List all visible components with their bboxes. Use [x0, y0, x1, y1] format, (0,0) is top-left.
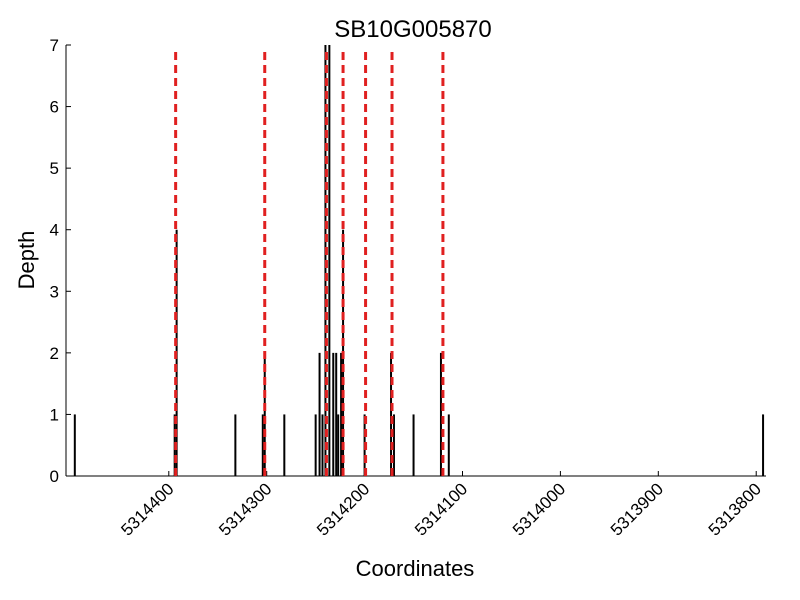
y-tick-label: 0	[50, 467, 59, 486]
y-tick-label: 4	[50, 221, 59, 240]
x-tick-label: 5313900	[607, 479, 667, 539]
x-tick-label: 5313800	[705, 479, 765, 539]
chart-title: SB10G005870	[334, 16, 491, 43]
y-tick-label: 6	[50, 98, 59, 117]
y-tick-label: 5	[50, 159, 59, 178]
y-axis-label: Depth	[14, 231, 39, 290]
plot-area: 0 1 2 3 4 5 6 7 5314400 5314300 5314200 5314100 5314…	[50, 36, 766, 540]
x-tick-label: 5314200	[313, 479, 373, 539]
y-tick-label: 2	[50, 344, 59, 363]
y-tick-label: 7	[50, 36, 59, 55]
x-tick-label: 5314100	[411, 479, 471, 539]
x-tick-label: 5314300	[215, 479, 275, 539]
x-tick-label: 5314400	[117, 479, 177, 539]
x-tick-label: 5314000	[509, 479, 569, 539]
y-tick-label: 1	[50, 405, 59, 424]
y-tick-label: 3	[50, 282, 59, 301]
x-axis-label: Coordinates	[356, 556, 475, 581]
